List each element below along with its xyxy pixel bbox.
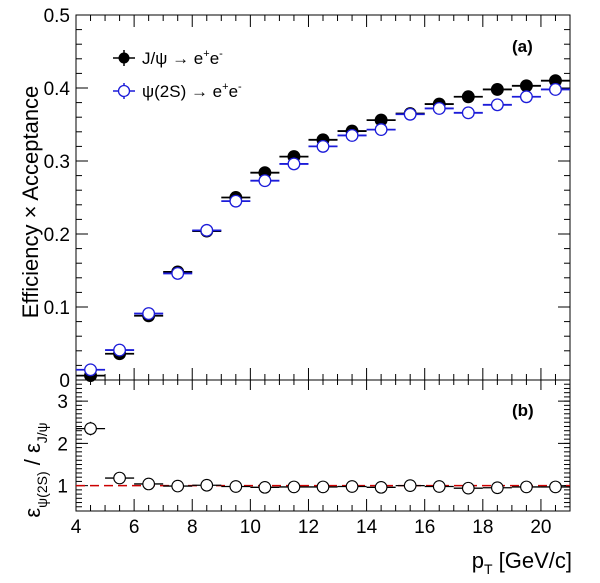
legend-psi2s-marker (117, 84, 131, 98)
legend-jpsi-marker (118, 52, 130, 64)
x-tick-label: 14 (356, 517, 378, 538)
psi2s-point (432, 101, 446, 115)
panel-a-y-axis-label: Efficiency × Acceptance (18, 86, 43, 319)
panel-b-y-tick-label: 3 (57, 392, 68, 413)
panel-b-label: (b) (512, 401, 534, 420)
panel-a-y-ticks: 0 0.1 0.2 0.3 0.4 0.5 (44, 6, 570, 392)
panel-b-y-axis-label: εψ(2S) / εJ/ψ (20, 422, 50, 517)
panel-a-frame (75, 14, 571, 381)
ratio-point (374, 480, 388, 494)
legend-psi2s-label: ψ(2S) → e+e- (142, 81, 242, 101)
ratio-point (142, 477, 155, 491)
psi2s-point (113, 343, 127, 357)
x-tick-label: 16 (414, 517, 435, 538)
panel-a-y-tick-label: 0.3 (44, 152, 70, 173)
x-tick-label: 12 (298, 517, 319, 538)
psi2s-point (549, 83, 562, 96)
panel-a-y-tick-label: 0.5 (44, 6, 70, 27)
panel-a-y-tick-label: 0 (59, 371, 70, 392)
psi2s-point (171, 266, 185, 280)
ratio-point (461, 481, 475, 495)
psi2s-point (258, 174, 272, 188)
legend-entry-jpsi: J/ψ → e+e- (113, 48, 223, 68)
psi2s-point (461, 106, 475, 120)
psi2s-point (345, 128, 359, 142)
psi2s-point (142, 307, 156, 321)
x-tick-label: 18 (472, 517, 493, 538)
legend-entry-psi2s: ψ(2S) → e+e- (113, 81, 242, 101)
legend: J/ψ → e+e- ψ(2S) → e+e- (113, 48, 242, 101)
panel-b-x-ticks: 4 6 8 10 12 14 16 18 20 (71, 380, 571, 538)
x-axis-label: pT [GeV/c] (472, 548, 572, 577)
x-tick-label: 10 (240, 517, 261, 538)
panel-b-y-ticks: 1 2 3 (57, 383, 570, 508)
panel-a-data-points (76, 74, 570, 383)
ratio-point (200, 478, 214, 492)
ratio-point (432, 480, 446, 493)
psi2s-point (84, 363, 97, 377)
panel-b-y-tick-label: 1 (57, 477, 68, 498)
panel-a-label: (a) (512, 37, 533, 56)
ratio-point (491, 481, 504, 495)
ratio-point (84, 422, 97, 435)
psi2s-point (287, 157, 301, 171)
psi2s-point (229, 194, 243, 208)
ratio-point (171, 479, 185, 493)
ratio-point (316, 480, 330, 494)
psi2s-point (374, 123, 388, 137)
panel-a-y-tick-label: 0.4 (44, 79, 71, 100)
ratio-point (287, 480, 301, 494)
ratio-point (229, 480, 243, 493)
ratio-point (113, 471, 126, 485)
panel-b-data-points (76, 421, 570, 495)
psi2s-point (200, 223, 214, 237)
panel-a-y-tick-label: 0.2 (44, 225, 70, 246)
x-tick-label: 8 (187, 517, 198, 538)
psi2s-point (403, 107, 417, 121)
jpsi-point (519, 79, 533, 93)
ratio-point (549, 480, 562, 494)
panel-a-y-tick-label: 0.1 (44, 298, 70, 319)
psi2s-point (519, 90, 533, 104)
legend-jpsi-label: J/ψ → e+e- (142, 48, 223, 68)
ratio-point (345, 480, 359, 493)
panel-b-y-tick-label: 2 (57, 434, 68, 455)
psi2s-point (490, 98, 504, 112)
ratio-point (520, 480, 533, 494)
x-tick-label: 4 (71, 517, 82, 538)
jpsi-point (461, 90, 475, 104)
jpsi-point (490, 83, 504, 96)
x-tick-label: 6 (129, 517, 140, 538)
ratio-point (258, 480, 272, 494)
panel-a-x-ticks (75, 15, 571, 380)
panel-a: 0 0.1 0.2 0.3 0.4 0.5 (a) Efficiency × Accept… (18, 6, 571, 392)
ratio-point (403, 479, 417, 492)
psi2s-point (316, 139, 330, 153)
x-tick-label: 20 (530, 517, 551, 538)
panel-b: 123 4 6 8 10 12 14 16 18 20 (b) εψ(2S) / εJ/ψ pT… (20, 379, 572, 577)
